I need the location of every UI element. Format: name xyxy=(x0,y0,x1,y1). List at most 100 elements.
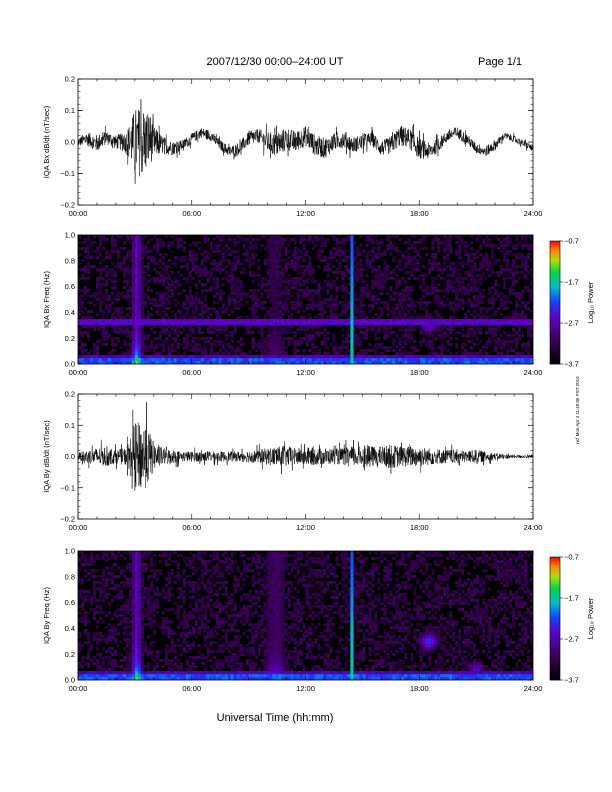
bx-spectrogram-cell xyxy=(269,343,273,347)
bx-spectrogram-cell xyxy=(275,343,279,347)
bx-spectrogram-cell xyxy=(485,358,489,362)
bx-spectrogram-cell xyxy=(194,268,198,272)
bx-spectrogram-cell xyxy=(518,292,522,296)
bx-spectrogram-cell xyxy=(224,355,228,359)
bx-spectrogram-cell xyxy=(263,322,267,326)
by-spectrogram-cell xyxy=(98,575,103,579)
bx-spectrogram-cell xyxy=(275,328,279,332)
bx-spectrogram-cell xyxy=(359,289,363,293)
bx-spectrogram-cell xyxy=(407,328,411,332)
bx-spectrogram-cell xyxy=(197,313,201,317)
bx-spectrogram-cell xyxy=(251,238,255,242)
bx-spectrogram-cell xyxy=(257,355,261,359)
bx-spectrogram-cell xyxy=(278,274,282,278)
bx-spectrogram-cell xyxy=(164,235,168,239)
bx-spectrogram-cell xyxy=(161,343,165,347)
by-spectrogram-cell xyxy=(155,665,159,669)
bx-spectrogram-cell xyxy=(353,346,357,350)
bx-spectrogram-cell xyxy=(401,346,405,350)
bx-spectrogram-cell xyxy=(191,346,195,350)
bx-spectrogram-cell xyxy=(188,271,192,275)
by-spectrogram-cell xyxy=(167,662,171,666)
bx-spectrogram-cell xyxy=(356,274,360,278)
bx-spectrogram-cell xyxy=(110,340,115,344)
by-spectrogram-cell xyxy=(92,611,97,615)
bx-spectrogram-cell xyxy=(98,289,103,293)
bx-spectrogram-cell xyxy=(425,358,429,362)
bx-spectrogram-cell xyxy=(230,283,234,287)
bx-spectrogram-cell xyxy=(191,319,195,323)
bx-spectrogram-cell xyxy=(428,331,432,335)
by-spectrogram-cell xyxy=(164,620,168,624)
bx-spectrogram-cell xyxy=(464,271,468,275)
by-spectrogram-cell xyxy=(137,647,142,651)
bx-spectrogram-cell xyxy=(281,355,285,359)
by-spectrogram-cell xyxy=(143,650,147,654)
bx-spectrogram-cell xyxy=(101,337,106,341)
bx-spectrogram-cell xyxy=(446,274,450,278)
bx-spectrogram-cell xyxy=(407,298,411,302)
bx-spectrogram-cell xyxy=(179,325,183,329)
by-spectrogram-cell xyxy=(167,587,171,591)
bx-spectrogram-cell xyxy=(86,331,91,335)
bx-spectrogram-cell xyxy=(470,241,474,245)
by-spectrogram-cell xyxy=(140,578,144,582)
bx-spectrogram-colorbar-segment xyxy=(550,286,560,289)
bx-spectrogram-cell xyxy=(470,319,474,323)
bx-spectrogram-cell xyxy=(197,337,201,341)
bx-spectrogram-cell xyxy=(143,265,147,269)
bx-spectrogram-cell xyxy=(239,235,243,239)
bx-spectrogram-cell xyxy=(230,274,234,278)
bx-spectrogram-cell xyxy=(395,292,399,296)
bx-spectrogram-cell xyxy=(512,289,516,293)
by-spectrogram-cell xyxy=(104,656,109,660)
bx-spectrogram-cell xyxy=(158,304,162,308)
bx-spectrogram-cell xyxy=(254,289,258,293)
bx-spectrogram-cell xyxy=(416,301,420,305)
bx-spectrogram-cell xyxy=(182,304,186,308)
bx-spectrogram-colorbar-segment xyxy=(550,271,560,275)
bx-spectrogram-cell xyxy=(128,331,133,335)
bx-spectrogram-cell xyxy=(410,328,414,332)
bx-spectrogram-cell xyxy=(395,280,399,284)
bx-spectrogram-cell xyxy=(275,268,279,272)
by-spectrogram-cell xyxy=(134,563,139,567)
bx-spectrogram-cell xyxy=(503,253,507,257)
by-spectrogram-cell xyxy=(170,572,174,576)
bx-spectrogram-cell xyxy=(407,319,411,323)
by-spectrogram-cell xyxy=(113,662,118,666)
bx-spectrogram-cell xyxy=(521,358,525,362)
bx-spectrogram-cell xyxy=(212,358,216,362)
bx-spectrogram-cell xyxy=(431,241,435,245)
bx-spectrogram-cell xyxy=(392,292,396,296)
by-spectrogram-cell xyxy=(137,605,142,609)
bx-spectrogram-cell xyxy=(323,343,327,347)
by-spectrogram-cell xyxy=(158,677,162,681)
bx-spectrogram-cell xyxy=(464,319,468,323)
bx-spectrogram-cell xyxy=(317,331,321,335)
bx-spectrogram-cell xyxy=(242,247,246,251)
bx-spectrogram-cell xyxy=(137,259,142,263)
bx-spectrogram-cell xyxy=(437,316,441,320)
bx-spectrogram-cell xyxy=(398,340,402,344)
bx-spectrogram-cell xyxy=(185,265,189,269)
bx-spectrogram-cell xyxy=(239,349,243,353)
bx-spectrogram-cell xyxy=(362,280,366,284)
bx-spectrogram-cell xyxy=(137,346,142,350)
by-spectrogram-cell xyxy=(161,554,165,558)
bx-spectrogram-cell xyxy=(242,343,246,347)
bx-spectrogram-cell xyxy=(431,334,435,338)
by-spectrogram-cell xyxy=(78,590,82,594)
bx-spectrogram-cell xyxy=(341,295,345,299)
bx-spectrogram-cell xyxy=(80,322,85,326)
bx-spectrogram-cell xyxy=(389,235,393,239)
bx-spectrogram-cell xyxy=(353,361,357,365)
by-spectrogram-cell xyxy=(176,668,180,672)
bx-spectrogram-cell xyxy=(398,298,402,302)
bx-spectrogram-cell xyxy=(245,361,249,365)
by-spectrogram-cell xyxy=(92,677,97,681)
bx-spectrogram-cell xyxy=(332,238,336,242)
bx-spectrogram-cell xyxy=(296,256,300,260)
bx-spectrogram-cell xyxy=(173,256,177,260)
